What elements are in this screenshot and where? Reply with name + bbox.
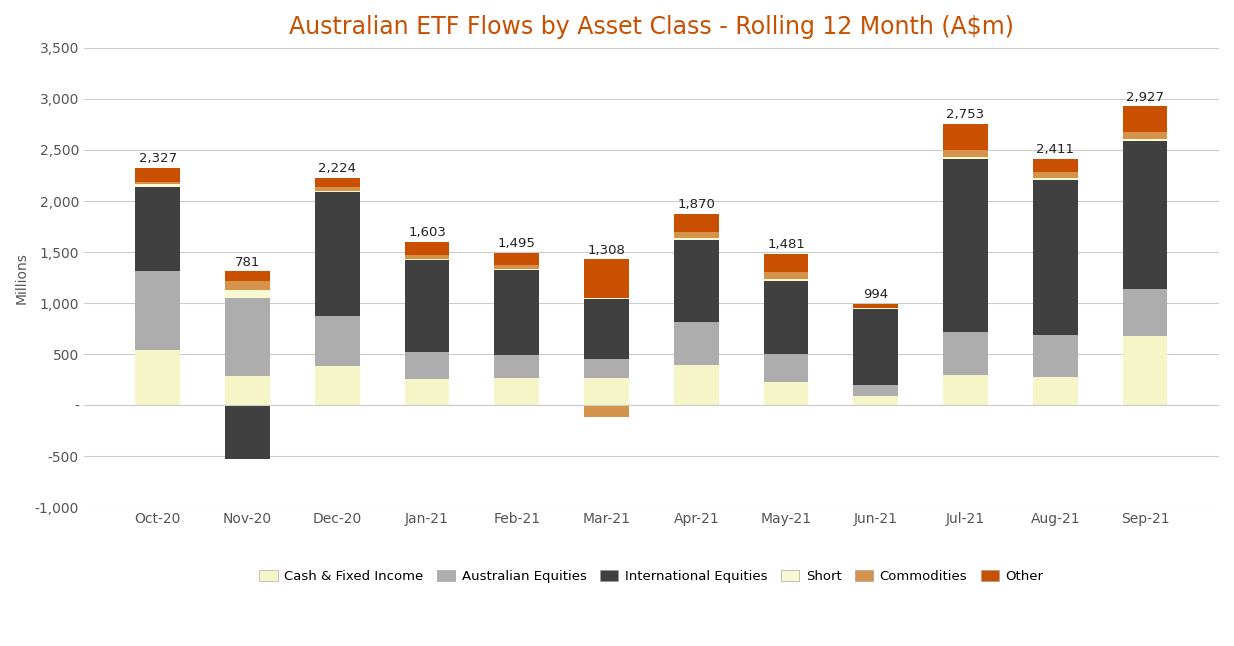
- Bar: [136, 187, 180, 271]
- Text: 1,308: 1,308: [587, 244, 626, 256]
- Bar: [495, 378, 539, 405]
- Bar: [674, 240, 718, 322]
- Bar: [584, 359, 629, 378]
- Bar: [405, 352, 449, 379]
- Text: 2,411: 2,411: [1037, 143, 1075, 156]
- Bar: [1033, 377, 1077, 405]
- Bar: [405, 379, 449, 405]
- Bar: [495, 265, 539, 269]
- Bar: [1033, 178, 1077, 180]
- Text: 994: 994: [863, 288, 888, 301]
- Bar: [584, 298, 629, 359]
- Bar: [315, 366, 360, 405]
- Legend: Cash & Fixed Income, Australian Equities, International Equities, Short, Commodi: Cash & Fixed Income, Australian Equities…: [254, 565, 1049, 588]
- Bar: [1033, 159, 1077, 172]
- Bar: [136, 271, 180, 350]
- Text: 1,495: 1,495: [497, 236, 536, 250]
- Bar: [136, 182, 180, 184]
- Bar: [225, 280, 270, 290]
- Bar: [225, 375, 270, 405]
- Text: 2,224: 2,224: [318, 162, 357, 175]
- Bar: [495, 271, 539, 355]
- Bar: [674, 322, 718, 366]
- Bar: [764, 382, 808, 405]
- Bar: [853, 385, 898, 396]
- Bar: [1033, 180, 1077, 335]
- Bar: [943, 124, 988, 150]
- Bar: [764, 354, 808, 382]
- Text: 781: 781: [234, 256, 260, 269]
- Bar: [1123, 107, 1167, 132]
- Bar: [315, 178, 360, 187]
- Bar: [495, 355, 539, 378]
- Bar: [853, 309, 898, 385]
- Bar: [225, 271, 270, 280]
- Bar: [405, 260, 449, 352]
- Bar: [1033, 172, 1077, 178]
- Bar: [495, 253, 539, 265]
- Bar: [1123, 141, 1167, 289]
- Bar: [405, 242, 449, 255]
- Text: 1,481: 1,481: [768, 238, 805, 251]
- Y-axis label: Millions: Millions: [15, 252, 30, 304]
- Text: 2,927: 2,927: [1125, 90, 1164, 103]
- Bar: [674, 238, 718, 240]
- Bar: [943, 150, 988, 156]
- Text: 1,870: 1,870: [677, 198, 716, 211]
- Bar: [1123, 132, 1167, 139]
- Bar: [853, 396, 898, 405]
- Bar: [764, 279, 808, 281]
- Bar: [853, 304, 898, 307]
- Bar: [853, 307, 898, 309]
- Bar: [584, 378, 629, 405]
- Bar: [136, 350, 180, 405]
- Bar: [943, 375, 988, 405]
- Bar: [584, 260, 629, 298]
- Title: Australian ETF Flows by Asset Class - Rolling 12 Month (A$m): Australian ETF Flows by Asset Class - Ro…: [289, 15, 1014, 39]
- Bar: [764, 281, 808, 354]
- Text: 1,603: 1,603: [408, 225, 445, 239]
- Bar: [764, 272, 808, 279]
- Bar: [674, 366, 718, 405]
- Bar: [315, 191, 360, 193]
- Bar: [674, 232, 718, 238]
- Bar: [1123, 336, 1167, 405]
- Bar: [225, 405, 270, 459]
- Text: 2,753: 2,753: [946, 109, 985, 121]
- Bar: [405, 255, 449, 259]
- Bar: [315, 187, 360, 191]
- Text: 2,327: 2,327: [138, 152, 176, 165]
- Bar: [405, 259, 449, 260]
- Bar: [764, 254, 808, 272]
- Bar: [136, 168, 180, 182]
- Bar: [136, 184, 180, 187]
- Bar: [674, 214, 718, 232]
- Bar: [1123, 289, 1167, 336]
- Bar: [315, 316, 360, 366]
- Bar: [1123, 139, 1167, 141]
- Bar: [1033, 335, 1077, 377]
- Bar: [584, 405, 629, 417]
- Bar: [225, 290, 270, 298]
- Bar: [943, 332, 988, 375]
- Bar: [943, 159, 988, 332]
- Bar: [495, 269, 539, 271]
- Bar: [943, 156, 988, 159]
- Bar: [225, 298, 270, 375]
- Bar: [315, 193, 360, 316]
